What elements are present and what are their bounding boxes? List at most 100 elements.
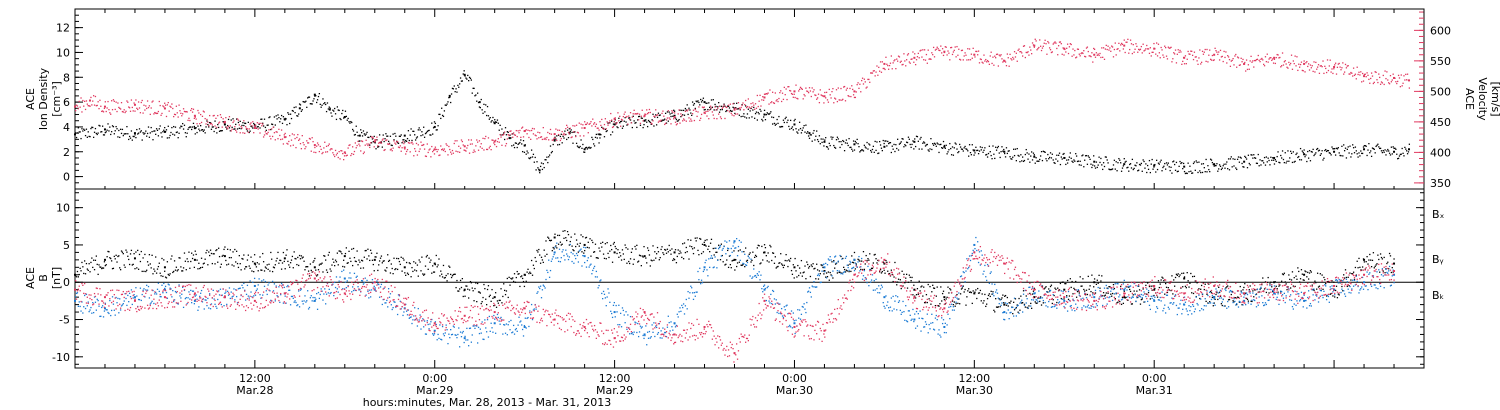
by-sample bbox=[185, 296, 187, 299]
density-sample bbox=[411, 139, 413, 142]
bx-sample bbox=[762, 252, 765, 254]
velocity-sample bbox=[235, 129, 237, 132]
density-sample bbox=[436, 129, 438, 131]
density-sample bbox=[349, 122, 351, 124]
velocity-sample bbox=[369, 142, 372, 144]
velocity-sample bbox=[1300, 61, 1303, 63]
velocity-sample bbox=[422, 144, 424, 146]
density-sample bbox=[345, 115, 347, 118]
velocity-sample bbox=[1345, 67, 1348, 69]
velocity-sample bbox=[1211, 54, 1214, 57]
bx-sample bbox=[307, 266, 309, 268]
bx-sample bbox=[974, 291, 976, 293]
density-sample bbox=[218, 130, 221, 132]
density-sample bbox=[1143, 160, 1145, 163]
bx-sample bbox=[558, 234, 561, 237]
velocity-sample bbox=[707, 110, 709, 113]
bx-sample bbox=[166, 261, 169, 263]
velocity-sample bbox=[1154, 48, 1156, 50]
bx-sample bbox=[1299, 278, 1302, 280]
bx-sample bbox=[1056, 301, 1058, 304]
density-sample bbox=[310, 103, 312, 105]
bx-sample bbox=[1157, 280, 1160, 282]
by-sample bbox=[187, 297, 189, 299]
density-sample bbox=[897, 149, 900, 151]
bx-sample bbox=[208, 251, 210, 253]
density-sample bbox=[419, 129, 421, 131]
velocity-sample bbox=[425, 155, 428, 158]
bx-sample bbox=[894, 261, 896, 264]
velocity-sample bbox=[648, 108, 651, 111]
by-point bbox=[883, 296, 886, 299]
bx-sample bbox=[940, 286, 942, 288]
density-sample bbox=[225, 126, 227, 128]
velocity-sample bbox=[553, 137, 555, 140]
bx-point bbox=[1183, 277, 1186, 280]
bx-sample bbox=[1042, 302, 1044, 304]
density-sample bbox=[1310, 150, 1312, 153]
bx-sample bbox=[793, 277, 795, 279]
density-sample bbox=[1113, 159, 1116, 161]
density-sample bbox=[1171, 172, 1173, 174]
density-sample bbox=[464, 75, 466, 77]
by-sample bbox=[205, 299, 207, 301]
velocity-sample bbox=[963, 55, 965, 57]
velocity-sample bbox=[909, 62, 911, 64]
velocity-sample bbox=[629, 112, 632, 114]
bx-sample bbox=[1200, 288, 1202, 290]
density-sample bbox=[833, 144, 835, 147]
density-sample bbox=[284, 117, 286, 120]
bx-sample bbox=[640, 265, 642, 267]
bx-point bbox=[943, 296, 946, 299]
bx-sample bbox=[1329, 293, 1331, 295]
velocity-tick-label: 400 bbox=[1430, 146, 1451, 159]
density-sample bbox=[367, 136, 369, 139]
density-sample bbox=[610, 134, 612, 136]
by-point bbox=[703, 266, 706, 269]
bx-sample bbox=[323, 255, 325, 257]
density-sample bbox=[688, 107, 690, 109]
velocity-sample bbox=[1280, 66, 1282, 68]
velocity-sample bbox=[1191, 54, 1194, 57]
velocity-sample bbox=[271, 135, 274, 138]
velocity-sample bbox=[664, 122, 667, 125]
velocity-sample bbox=[247, 131, 249, 133]
density-sample bbox=[493, 121, 495, 123]
velocity-sample bbox=[718, 105, 721, 107]
density-sample bbox=[1145, 163, 1147, 165]
density-sample bbox=[1169, 169, 1171, 172]
bx-sample bbox=[1039, 296, 1042, 298]
density-sample bbox=[715, 105, 717, 108]
by-sample bbox=[75, 292, 78, 295]
bx-sample bbox=[585, 236, 588, 239]
velocity-sample bbox=[646, 109, 648, 111]
bx-sample bbox=[597, 257, 599, 259]
bx-sample bbox=[1369, 253, 1371, 256]
velocity-sample bbox=[928, 58, 930, 60]
bx-sample bbox=[1104, 294, 1107, 296]
velocity-sample bbox=[801, 88, 803, 90]
velocity-sample bbox=[403, 142, 405, 145]
density-sample bbox=[1361, 152, 1364, 155]
bx-sample bbox=[130, 249, 133, 252]
bx-sample bbox=[186, 258, 188, 260]
by-sample bbox=[238, 287, 240, 290]
bx-sample bbox=[521, 275, 523, 277]
bx-sample bbox=[1324, 279, 1326, 281]
by-sample bbox=[226, 303, 228, 306]
velocity-sample bbox=[182, 108, 185, 110]
velocity-sample bbox=[943, 51, 946, 54]
density-sample bbox=[983, 149, 985, 151]
velocity-sample bbox=[562, 134, 564, 136]
density-sample bbox=[263, 118, 266, 120]
bx-sample bbox=[530, 259, 533, 262]
density-sample bbox=[513, 146, 516, 149]
bx-sample bbox=[1091, 274, 1093, 276]
bx-sample bbox=[994, 311, 996, 313]
density-sample bbox=[1068, 156, 1071, 158]
velocity-sample bbox=[1226, 62, 1228, 64]
bx-sample bbox=[187, 260, 189, 263]
velocity-sample bbox=[518, 132, 520, 134]
bx-sample bbox=[1007, 305, 1009, 307]
velocity-sample bbox=[789, 89, 791, 92]
